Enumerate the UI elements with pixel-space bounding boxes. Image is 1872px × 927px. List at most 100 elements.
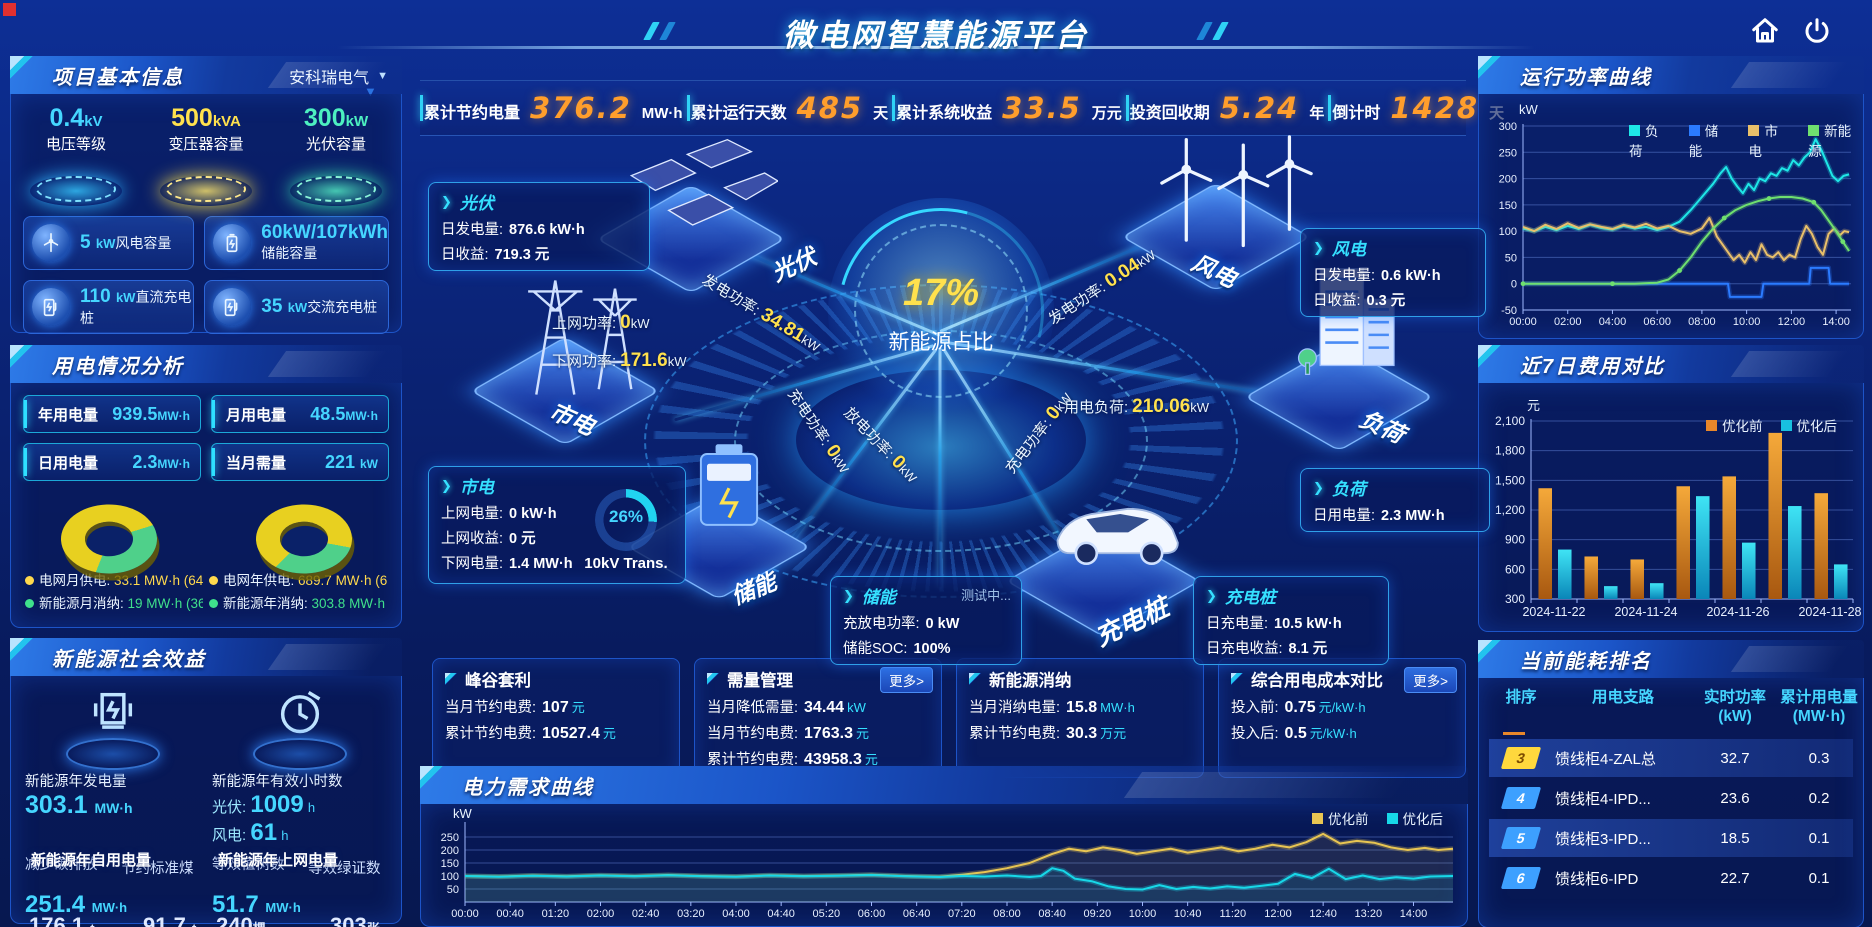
- benefit-feed-in: 等效植树数 等效绿证数 新能源年上网电量 51.7 MW·h 240棵 303张: [212, 852, 381, 927]
- svg-text:02:00: 02:00: [587, 908, 615, 920]
- panel-project-info: 项目基本信息 安科瑞电气 ▼ 0.4kV 电压等级 500kVA 变压器容量 300k…: [10, 56, 402, 334]
- panel-peak-valley: 峰谷套利 当月节约电费: 107 元 累计节约电费: 10527.4 元: [432, 658, 680, 778]
- card-dc-charger[interactable]: 110 kW直流充电桩: [23, 280, 195, 334]
- flow-load-power: 用电负荷: 210.06kW: [1064, 396, 1210, 417]
- charger-island-art: 充电桩: [994, 482, 1204, 652]
- card-wind-capacity[interactable]: 5 kW风电容量: [23, 216, 195, 270]
- infobox-grid: 市电 上网电量:0 kW·h 上网收益:0 元 下网电量:1.4 MW·h 10…: [428, 466, 686, 584]
- card-storage-capacity[interactable]: 60kW/107kWh储能容量: [204, 216, 389, 270]
- more-button[interactable]: 更多>: [880, 667, 933, 693]
- demand-chart: 50 100 150 200 250 00:00 00:40 01:20 02:00 02:40 0…: [421, 818, 1467, 924]
- record-indicator: [3, 3, 16, 16]
- power-icon[interactable]: [1802, 16, 1832, 46]
- panel-title: 新能源社会效益: [52, 648, 206, 671]
- svg-text:08:00: 08:00: [1688, 316, 1716, 328]
- svg-text:1,800: 1,800: [1495, 444, 1525, 458]
- charger-icon: [213, 288, 252, 326]
- panel-energy-ranking: 当前能耗排名 排序 用电支路 实时功率 (kW) 累计用电量 (MW·h) 3 馈线…: [1478, 640, 1864, 927]
- stat-day-usage: 日用电量 2.3MW·h: [23, 443, 201, 481]
- table-row[interactable]: 5 馈线柜3-IPD... 18.5 0.1: [1489, 819, 1853, 857]
- svg-text:2,100: 2,100: [1495, 414, 1525, 428]
- svg-text:03:20: 03:20: [677, 908, 705, 920]
- svg-text:50: 50: [1505, 252, 1517, 264]
- svg-text:00:00: 00:00: [451, 908, 479, 920]
- svg-text:250: 250: [441, 832, 459, 844]
- ranking-header: 排序 用电支路 实时功率 (kW) 累计用电量 (MW·h): [1505, 689, 1858, 725]
- svg-text:14:00: 14:00: [1822, 316, 1850, 328]
- more-button[interactable]: 更多>: [1404, 667, 1457, 693]
- benefit-annual-generation: 新能源年发电量 303.1 MW·h: [25, 682, 200, 847]
- energy-flow-scene: 17% 新能源占比 光伏 风电: [404, 134, 1470, 658]
- metric-panels-row: 峰谷套利 当月节约电费: 107 元 累计节约电费: 10527.4 元 需量管理 更多…: [432, 658, 1466, 778]
- svg-text:02:40: 02:40: [632, 908, 660, 920]
- card-ac-charger[interactable]: 35 kW交流充电桩: [204, 280, 389, 334]
- svg-text:08:00: 08:00: [993, 908, 1021, 920]
- svg-text:10:40: 10:40: [1174, 908, 1202, 920]
- panel-renewable-consume: 新能源消纳 当月消纳电量: 15.8 MW·h 累计节约电费: 30.3 万元: [956, 658, 1204, 778]
- home-icon[interactable]: [1750, 16, 1780, 46]
- table-row[interactable]: 4 馈线柜4-IPD... 23.6 0.2: [1489, 779, 1853, 817]
- pedestal-voltage: 0.4kV 电压等级: [17, 104, 135, 208]
- capacity-pedestals: 0.4kV 电压等级 500kVA 变压器容量 300kW 光伏容量: [11, 94, 401, 208]
- infobox-storage: 储能 测试中... 充放电功率:0 kW 储能SOC:100%: [830, 576, 1022, 665]
- renewable-caption: 新能源占比: [888, 331, 994, 354]
- svg-text:10:00: 10:00: [1129, 908, 1157, 920]
- table-row[interactable]: 6 馈线柜6-IPD 22.7 0.1: [1489, 859, 1853, 897]
- svg-text:12:40: 12:40: [1309, 908, 1337, 920]
- svg-text:10:00: 10:00: [1733, 316, 1761, 328]
- demand-legend: 优化前 优化后: [1312, 808, 1443, 828]
- benefit-effective-hours: 新能源年有效小时数 光伏: 1009 h 风电: 61 h: [212, 682, 387, 847]
- panel-title: 用电情况分析: [52, 355, 184, 378]
- svg-text:01:20: 01:20: [542, 908, 570, 920]
- center-dome: 17% 新能源占比: [800, 170, 1082, 452]
- panel-title: 当前能耗排名: [1520, 650, 1652, 673]
- svg-text:05:20: 05:20: [813, 908, 841, 920]
- stat-month-usage: 月用电量 48.5MW·h: [211, 395, 389, 433]
- panel-usage-analysis: 用电情况分析 年用电量 939.5MW·h 月用电量 48.5MW·h 日用电量 2.…: [10, 345, 402, 628]
- svg-text:2024-11-24: 2024-11-24: [1614, 605, 1677, 619]
- svg-text:04:00: 04:00: [1599, 316, 1627, 328]
- table-row[interactable]: 3 馈线柜4-ZAL总 32.7 0.3: [1489, 739, 1853, 777]
- wind-island-art: 风电: [1104, 134, 1314, 294]
- flow-feedin-power: 上网功率: 0kW: [552, 312, 650, 333]
- donut-legends: 电网月供电: 33.1 MW·h (64%) 电网年供电: 689.7 MW·h…: [11, 565, 401, 612]
- svg-text:00:40: 00:40: [496, 908, 524, 920]
- renewable-percent: 17%: [902, 272, 980, 314]
- storage-status-badge: 测试中...: [961, 588, 1011, 603]
- panel-title: 项目基本信息: [52, 66, 184, 89]
- stat-year-usage: 年用电量 939.5MW·h: [23, 395, 201, 433]
- rank-badge: 6: [1500, 867, 1542, 889]
- transformer-gauge: 10kV Trans.: [583, 489, 669, 572]
- svg-text:200: 200: [1499, 174, 1517, 186]
- panel-demand-mgmt: 需量管理 更多> 当月降低需量: 34.44 kW 当月节约电费: 1763.3 元 累…: [694, 658, 942, 778]
- rank-badge: 3: [1500, 747, 1542, 769]
- svg-text:2024-11-28: 2024-11-28: [1798, 605, 1861, 619]
- infobox-load: 负荷 日用电量:2.3 MW·h: [1300, 468, 1490, 532]
- svg-text:06:00: 06:00: [858, 908, 886, 920]
- charger-icon: [32, 288, 70, 326]
- svg-text:900: 900: [1505, 533, 1525, 547]
- svg-text:07:20: 07:20: [948, 908, 976, 920]
- power-legend: 负荷 储能 市电 新能源: [1629, 124, 1852, 159]
- panel-cost-compare-chart: 近7日费用对比 优化前 优化后 元 300 600 900 1,200 1,500 1,80…: [1478, 345, 1864, 632]
- chevron-down-icon: ▼: [377, 70, 388, 82]
- page-title: 微电网智慧能源平台: [783, 18, 1089, 53]
- company-dropdown[interactable]: 安科瑞电气 ▼: [289, 70, 388, 87]
- svg-text:06:00: 06:00: [1643, 316, 1671, 328]
- pedestal-pv: 300kW 光伏容量: [277, 104, 395, 208]
- kpi-payback-period: 投资回收期 5.24 年: [1125, 91, 1329, 125]
- svg-text:06:40: 06:40: [903, 908, 931, 920]
- rank-badge: 5: [1500, 827, 1542, 849]
- panel-title: 电力需求曲线: [462, 776, 594, 799]
- svg-text:12:00: 12:00: [1778, 316, 1806, 328]
- svg-text:50: 50: [447, 884, 459, 896]
- solar-island-art: 光伏: [594, 138, 820, 294]
- battery-icon: [213, 224, 252, 262]
- panel-power-curve: 运行功率曲线 负荷 储能 市电 新能源 kW -50 0 50 100 150 200 250 30…: [1478, 56, 1864, 339]
- infobox-charger: 充电桩 日充电量:10.5 kW·h 日充电收益:8.1 元: [1193, 576, 1389, 665]
- kpi-saved-energy: 累计节约电量 376.2 MW·h: [420, 91, 687, 125]
- svg-text:04:00: 04:00: [722, 908, 750, 920]
- svg-text:13:20: 13:20: [1355, 908, 1383, 920]
- svg-text:00:00: 00:00: [1509, 316, 1537, 328]
